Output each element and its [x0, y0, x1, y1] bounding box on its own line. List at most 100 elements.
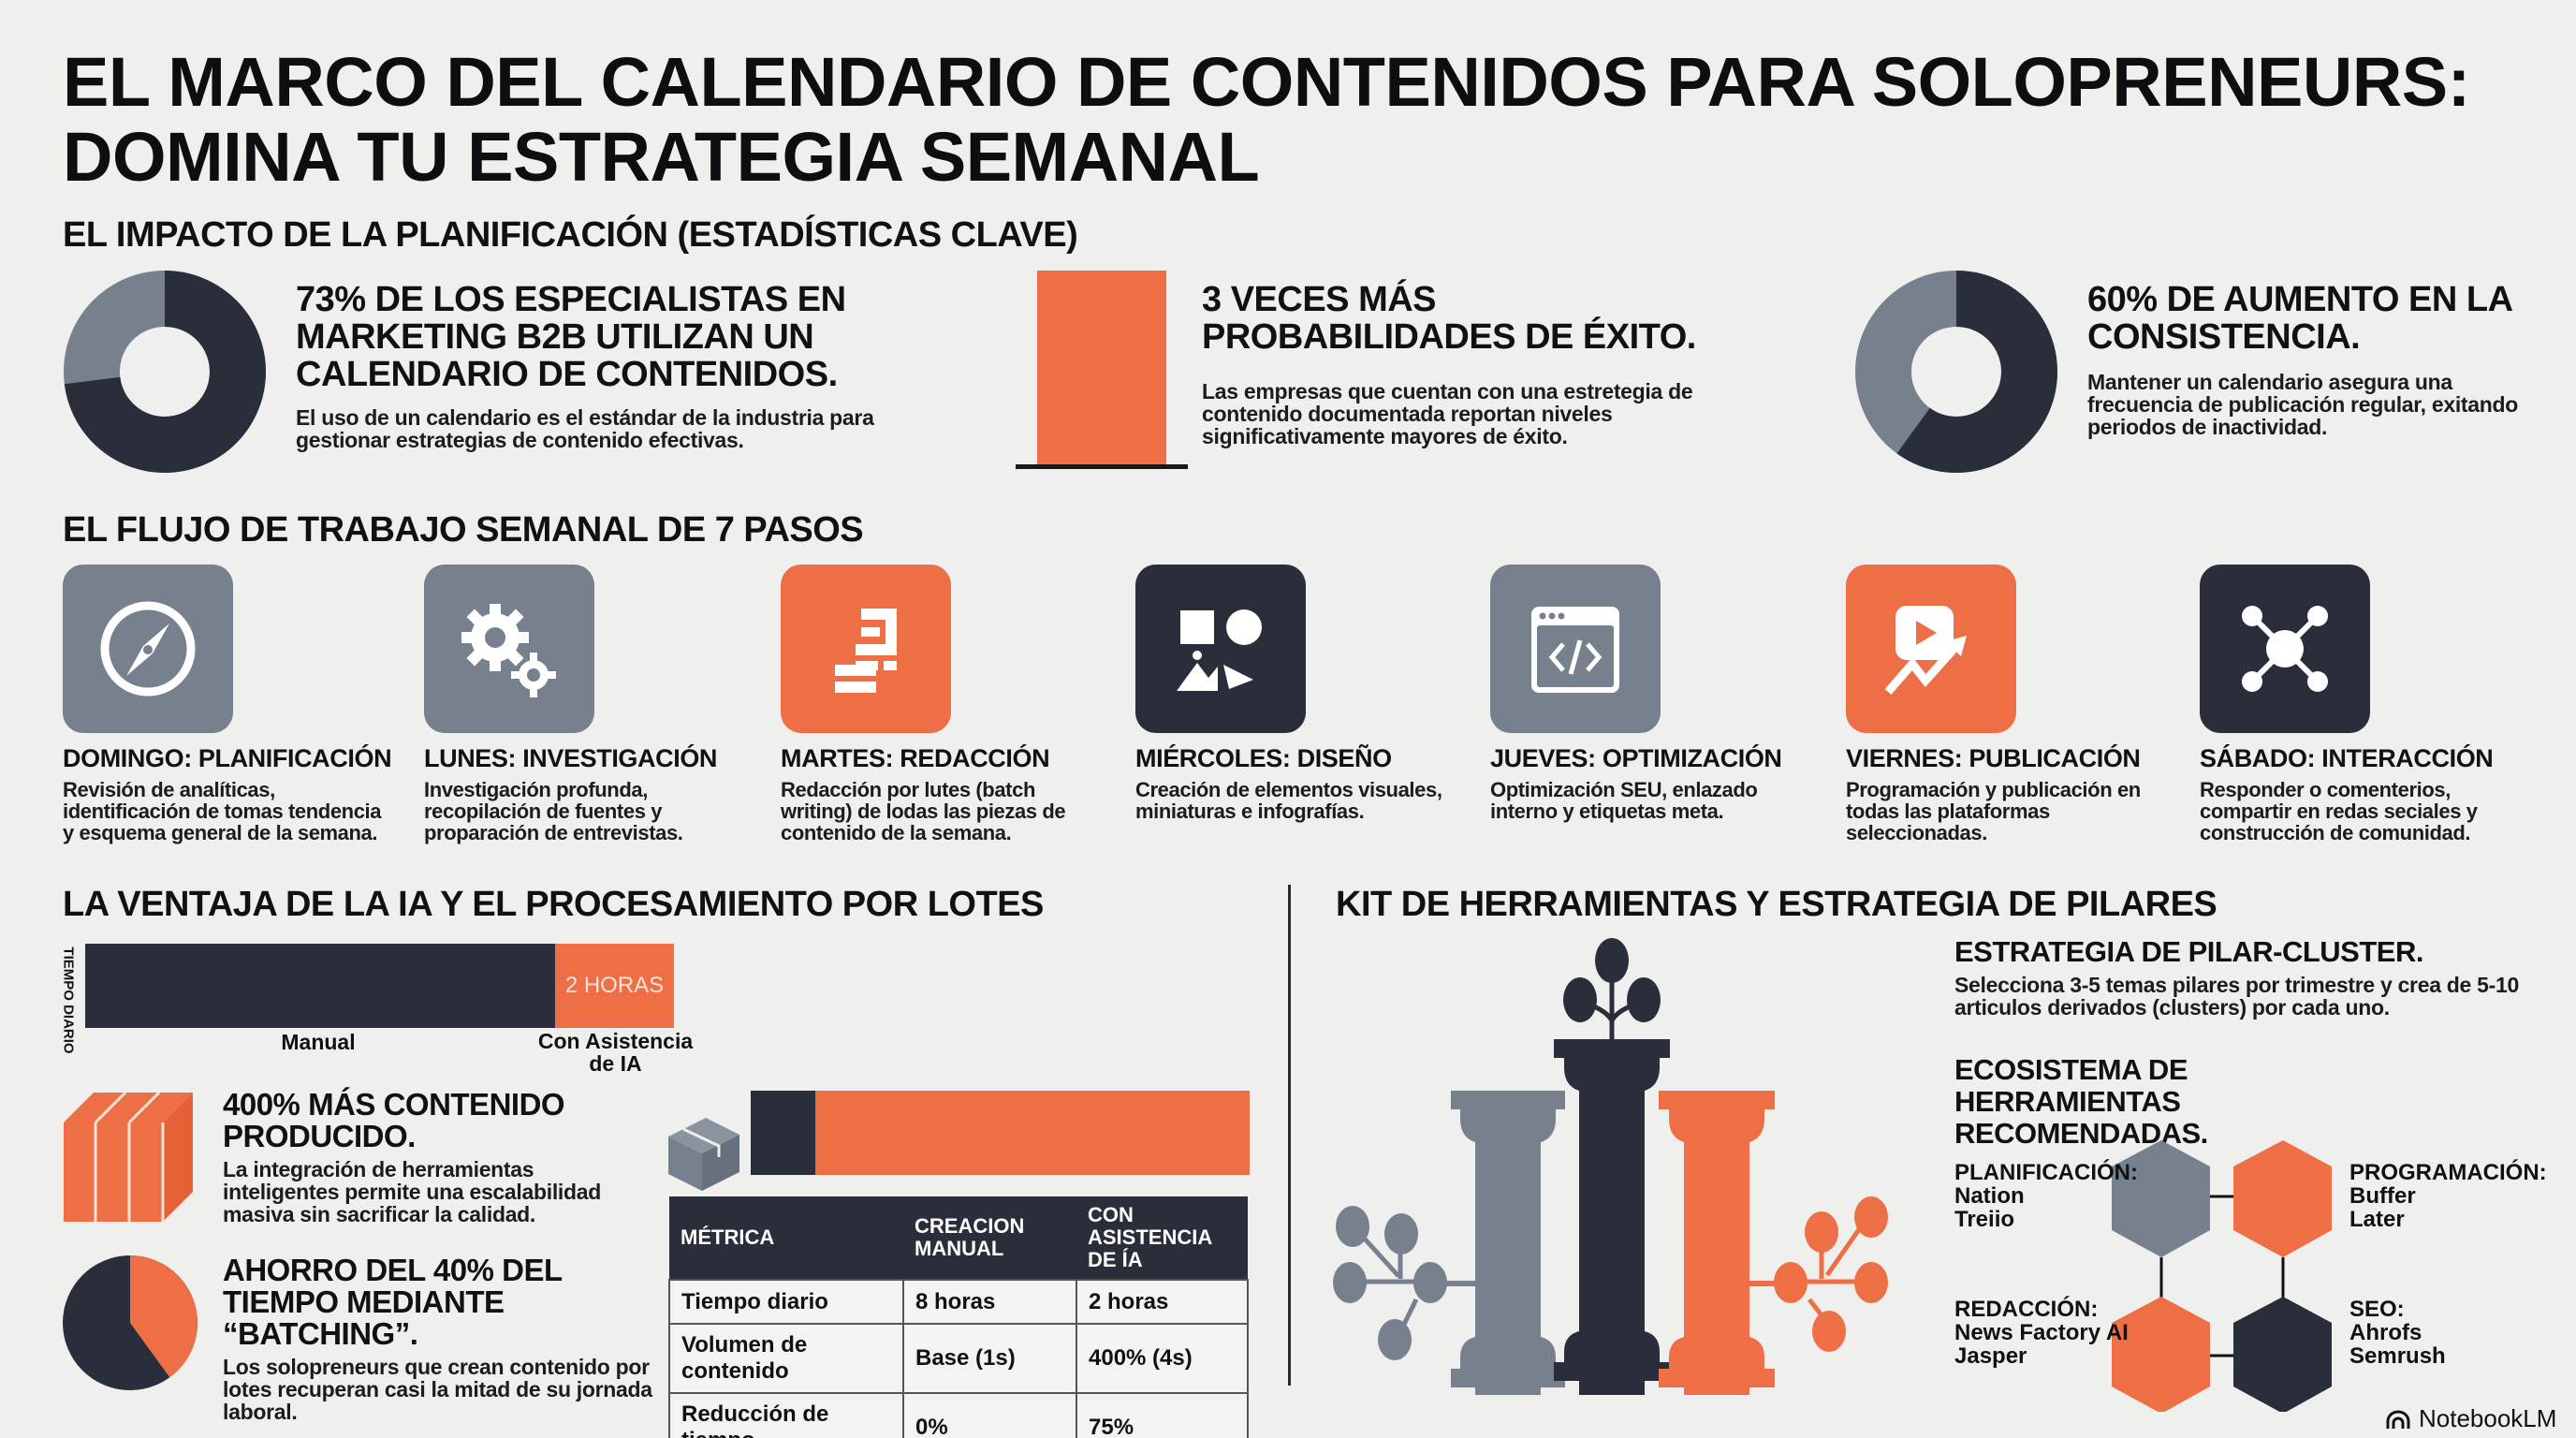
table-cell: Tiempo diario [668, 1279, 904, 1325]
stat-2-body: Las empresas que cuentan con una estrete… [1202, 379, 1693, 448]
bar-baseline [1016, 464, 1188, 469]
ai-assist-label: Con Asistencia de IA [537, 1029, 694, 1076]
hex-writing [2112, 1297, 2210, 1412]
stat-400-body: La integración de herramientas inteligen… [223, 1157, 602, 1226]
step-description: Investigación profunda, recopilación de … [424, 778, 683, 844]
workflow-heading: EL FLUJO DE TRABAJO SEMANAL DE 7 PASOS [63, 510, 864, 550]
step-description: Optimización SEU, enlazado interno y eti… [1490, 778, 1758, 823]
branding-label: NotebookLM [2419, 1404, 2557, 1432]
batching-pie-chart [63, 1255, 198, 1390]
text-blocks-icon [781, 565, 951, 733]
step-description: Responder o comenterios, compartir en re… [2200, 778, 2478, 844]
step-sunday: DOMINGO: PLANIFICACIÓN Revisión de analí… [63, 565, 392, 844]
step-title: MARTES: REDACCIÓN [781, 744, 1050, 772]
table-row: Volumen de contenido Base (1s) 400% (4s) [668, 1323, 1249, 1394]
table-cell: 75% [1076, 1392, 1249, 1438]
code-window-icon [1490, 565, 1661, 733]
time-axis-label: TIEMPO DIARIO [60, 946, 77, 1054]
stat-card-2: 3 VECES MÁS PROBABILIDADES DE ÉXITO. Las… [1202, 281, 1726, 448]
tool-category: PROGRAMACIÓN: [2349, 1160, 2547, 1185]
toolkit-heading: KIT DE HERRAMIENTAS Y ESTRATEGIA DE PILA… [1336, 885, 2217, 924]
step-description: Redacción por lutes (batch writing) de l… [781, 778, 1066, 844]
step-thursday: JUEVES: OPTIMIZACIÓN Optimización SEU, e… [1490, 565, 1818, 822]
tool-category: SEO: [2349, 1297, 2405, 1322]
notebooklm-branding: NotebookLM [2385, 1404, 2556, 1433]
manual-time-bar [85, 944, 555, 1028]
pillars-illustration [1333, 938, 1888, 1395]
page-title: EL MARCO DEL CALENDARIO DE CONTENIDOS PA… [63, 45, 2553, 195]
tool-item: Later [2349, 1207, 2405, 1232]
stat-2-headline: 3 VECES MÁS PROBABILIDADES DE ÉXITO. [1202, 280, 1696, 357]
hex-planning [2112, 1140, 2210, 1257]
table-cell: 0% [902, 1392, 1077, 1438]
network-icon [2200, 565, 2370, 733]
step-title: VIERNES: PUBLICACIÓN [1846, 744, 2141, 772]
tool-category: PLANIFICACIÓN: [1954, 1160, 2138, 1185]
ai-time-value: 2 HORAS [564, 973, 665, 998]
hex-scheduling [2233, 1140, 2332, 1257]
pillar-cluster-body: Selecciona 3-5 temas pilares por trimest… [1954, 973, 2519, 1020]
table-cell: Reducción de tiempo [668, 1392, 904, 1438]
stat-1-headline: 73% DE LOS ESPECIALISTAS EN MARKETING B2… [296, 280, 846, 394]
hex-seo [2233, 1297, 2332, 1412]
success-bar [1037, 271, 1166, 465]
tool-item: Jasper [1954, 1343, 2027, 1369]
stat-400-headline: 400% MÁS CONTENIDO PRODUCIDO. [223, 1087, 565, 1153]
video-growth-icon [1846, 565, 2016, 733]
col-header-metric: MÉTRICA [669, 1196, 903, 1280]
box-icon [668, 1118, 739, 1191]
step-description: Programación y publicación en todas las … [1846, 778, 2141, 844]
notebooklm-logo-icon [2386, 1410, 2410, 1429]
table-row: Reducción de tiempo 0% 75% [668, 1392, 1249, 1438]
step-title: DOMINGO: PLANIFICACIÓN [63, 744, 392, 772]
title-line-2: DOMINA TU ESTRATEGIA SEMANAL [63, 118, 1260, 196]
stat-1-body: El uso de un calendario es el estándar d… [296, 405, 874, 452]
ai-time-bar: 2 HORAS [555, 944, 674, 1028]
table-cell: 400% (4s) [1076, 1323, 1249, 1394]
step-description: Creación de elementos visuales, miniatur… [1135, 778, 1442, 823]
table-cell: 8 horas [902, 1279, 1077, 1325]
donut-chart-60 [1855, 271, 2057, 473]
impact-heading: EL IMPACTO DE LA PLANIFICACIÓN (ESTADÍST… [63, 215, 1078, 255]
table-row: Tiempo diario 8 horas 2 horas [668, 1279, 1249, 1325]
step-description: Revisión de analíticas, identificación d… [63, 778, 382, 844]
table-cell: Volumen de contenido [668, 1323, 904, 1394]
stat-card-1: 73% DE LOS ESPECIALISTAS EN MARKETING B2… [296, 281, 895, 451]
donut-chart-73 [64, 271, 266, 473]
stat-card-3: 60% DE AUMENTO EN LA CONSISTENCIA. Mante… [2087, 281, 2555, 438]
step-wednesday: MIÉRCOLES: DISEÑO Creación de elementos … [1135, 565, 1463, 822]
step-saturday: SÁBADO: INTERACCIÓN Responder o comenter… [2200, 565, 2527, 844]
tool-category: REDACCIÓN: [1954, 1297, 2099, 1322]
tool-writing: REDACCIÓN: News Factory AI Jasper [1954, 1298, 2129, 1368]
step-tuesday: MARTES: REDACCIÓN Redacción por lutes (b… [781, 565, 1108, 844]
stat-3-body: Mantener un calendario asegura una frecu… [2087, 370, 2519, 439]
col-header-ai: CON ASISTENCIA DE ÍA [1076, 1196, 1248, 1280]
step-title: MIÉRCOLES: DISEÑO [1135, 744, 1392, 772]
tool-seo: SEO: Ahrofs Semrush [2349, 1298, 2446, 1368]
title-line-1: EL MARCO DEL CALENDARIO DE CONTENIDOS PA… [63, 43, 2470, 121]
tool-item: Ahrofs [2349, 1320, 2422, 1345]
tools-hexagon-grid [2112, 1140, 2332, 1412]
tool-item: Nation [1954, 1183, 2025, 1209]
gears-icon [424, 565, 594, 733]
step-title: LUNES: INVESTIGACIÓN [424, 744, 718, 772]
table-header-row: MÉTRICA CREACION MANUAL CON ASISTENCIA D… [669, 1196, 1248, 1280]
stat-batching: AHORRO DEL 40% DEL TIEMPO MEDIANTE “BATC… [223, 1255, 653, 1424]
compass-icon [63, 565, 233, 733]
ecosystem-heading: ECOSISTEMA DE HERRAMIENTAS RECOMENDADAS. [1954, 1053, 2208, 1150]
comparison-table: MÉTRICA CREACION MANUAL CON ASISTENCIA D… [668, 1196, 1249, 1438]
volume-bar-manual [751, 1091, 816, 1175]
stat-batching-body: Los solopreneurs que crean contenido por… [223, 1355, 652, 1424]
tool-item: Treiio [1954, 1207, 2015, 1232]
col-header-manual: CREACION MANUAL [903, 1196, 1076, 1280]
step-monday: LUNES: INVESTIGACIÓN Investigación profu… [424, 565, 752, 844]
tool-planning: PLANIFICACIÓN: Nation Treiio [1954, 1161, 2138, 1231]
manual-label: Manual [281, 1030, 356, 1054]
section-divider [1288, 885, 1291, 1386]
pillar-cluster-headline: ESTRATEGIA DE PILAR-CLUSTER. [1954, 935, 2423, 968]
step-title: SÁBADO: INTERACCIÓN [2200, 744, 2494, 772]
step-title: JUEVES: OPTIMIZACIÓN [1490, 744, 1782, 772]
table-cell: 2 horas [1076, 1279, 1249, 1325]
ai-heading: LA VENTAJA DE LA IA Y EL PROCESAMIENTO P… [63, 885, 1044, 924]
table-cell: Base (1s) [902, 1323, 1077, 1394]
